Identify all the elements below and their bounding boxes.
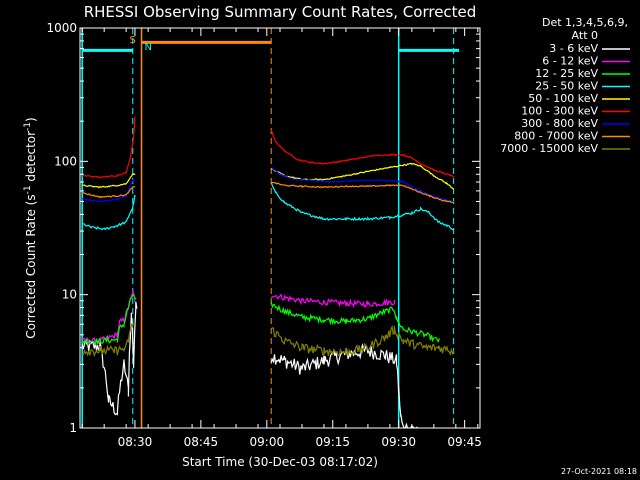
series-line-5 <box>82 116 455 179</box>
x-axis: 08:30 08:45 09:00 09:15 09:30 09:45 <box>81 28 482 449</box>
legend-header-line1: Det 1,3,4,5,6,9, <box>542 16 628 29</box>
legend-header-line2: Att 0 <box>572 29 598 42</box>
y-tick-label-3: 1000 <box>46 21 77 35</box>
series-line-8 <box>81 322 455 358</box>
chart-title: RHESSI Observing Summary Count Rates, Co… <box>84 3 477 21</box>
legend-label-4: 50 - 100 keV <box>528 92 598 105</box>
y-tick-label-2: 100 <box>54 154 77 168</box>
y-axis-label-main: Corrected Count Rate (s <box>24 194 38 338</box>
x-axis-label: Start Time (30-Dec-03 08:17:02) <box>182 455 378 469</box>
x-tick-label-0: 08:30 <box>118 435 153 449</box>
y-axis-label-mid: detector <box>24 131 38 186</box>
y-axis-label: Corrected Count Rate (s-1 detector-1) <box>23 117 38 338</box>
series-line-3 <box>82 182 455 231</box>
y-axis-label-sup1: -1 <box>23 185 33 194</box>
series-line-2 <box>81 294 440 346</box>
legend-label-8: 7000 - 15000 keV <box>500 142 598 155</box>
legend-label-1: 6 - 12 keV <box>542 55 598 68</box>
x-tick-label-3: 09:15 <box>315 435 350 449</box>
legend-label-7: 800 - 7000 keV <box>514 130 598 143</box>
legend-label-6: 300 - 800 keV <box>521 117 598 130</box>
y-tick-label-1: 10 <box>62 288 77 302</box>
y-axis-label-end: ) <box>24 117 38 122</box>
night-label: N <box>145 42 152 53</box>
series-line-0 <box>81 301 418 428</box>
legend-label-0: 3 - 6 keV <box>549 42 598 55</box>
x-tick-label-5: 09:45 <box>447 435 482 449</box>
x-tick-label-4: 09:30 <box>381 435 416 449</box>
y-axis-label-sup2: -1 <box>23 122 33 131</box>
x-tick-label-1: 08:45 <box>184 435 219 449</box>
plot-content <box>81 28 460 428</box>
y-tick-label-0: 1 <box>69 421 77 435</box>
legend-label-5: 100 - 300 keV <box>521 105 598 118</box>
legend-label-3: 25 - 50 keV <box>535 80 598 93</box>
legend-label-2: 12 - 25 keV <box>535 67 598 80</box>
series-line-7 <box>81 181 455 204</box>
y-axis: 1 10 100 1000 <box>46 21 480 435</box>
plot-area: SN <box>81 28 460 428</box>
generation-timestamp: 27-Oct-2021 08:18 <box>561 467 637 476</box>
x-tick-label-2: 09:00 <box>250 435 285 449</box>
saa-label: S <box>130 35 136 46</box>
